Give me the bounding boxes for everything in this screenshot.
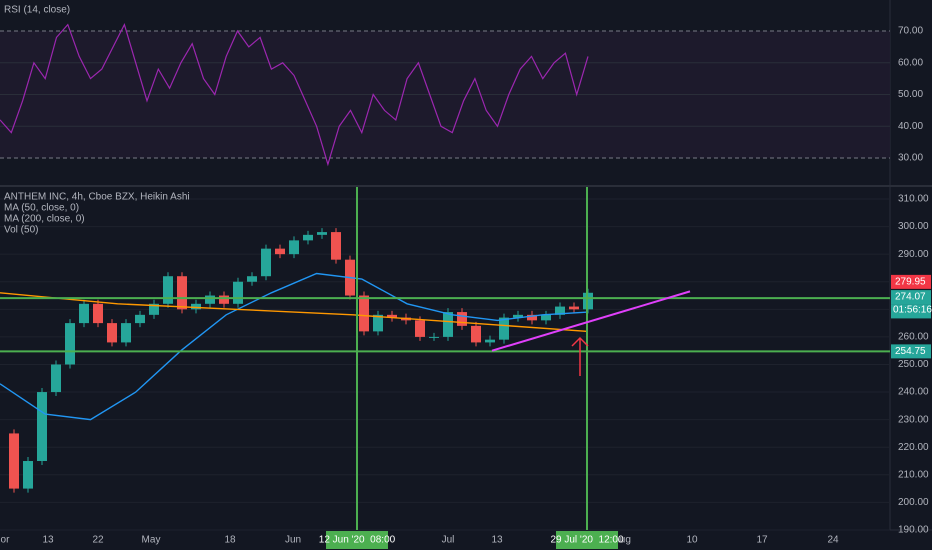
candle	[317, 232, 327, 235]
x-tick-label: Jun	[285, 535, 301, 546]
x-tick-label: 13	[491, 535, 503, 546]
candle	[37, 392, 47, 462]
countdown: 01:56:16	[893, 305, 932, 316]
trendline	[491, 290, 691, 352]
candle	[387, 314, 397, 318]
y-tick-label: 260.00	[898, 332, 929, 343]
y-tick-label: 220.00	[898, 442, 929, 453]
y-tick-label: 290.00	[898, 249, 929, 260]
cursor-label: 29 Jul '20 12:00	[550, 535, 624, 546]
y-tick-label: 210.00	[898, 469, 929, 480]
x-tick-label: 24	[827, 535, 839, 546]
x-tick-label: Aug	[613, 535, 631, 546]
price-tag-label: 274.07	[895, 292, 926, 303]
candle	[93, 303, 103, 324]
price-tag	[891, 290, 931, 305]
x-tick-label: 18	[224, 535, 236, 546]
rsi-legend: RSI (14, close)	[4, 5, 70, 16]
price-legend: MA (50, close, 0)	[4, 203, 79, 214]
candle	[163, 276, 173, 304]
price-tag-label: 254.75	[895, 346, 926, 357]
x-tick-label: 10	[686, 535, 698, 546]
ma50-line	[0, 272, 589, 421]
y-tick-label: 310.00	[898, 194, 929, 205]
candle	[527, 314, 537, 321]
candle	[233, 281, 243, 304]
candle	[121, 323, 131, 343]
candle	[9, 433, 19, 489]
y-tick-label: 240.00	[898, 387, 929, 398]
x-tick-label: Jul	[442, 535, 455, 546]
arrow-head	[571, 336, 589, 347]
candle	[107, 323, 117, 343]
countdown-bg	[891, 304, 931, 317]
x-tick-label: or	[1, 535, 11, 546]
y-tick-label: 50.00	[898, 89, 923, 100]
y-tick-label: 200.00	[898, 497, 929, 508]
candle	[513, 314, 523, 318]
y-tick-label: 30.00	[898, 153, 923, 164]
ma200-line	[0, 292, 589, 333]
x-tick-label: 13	[42, 535, 54, 546]
candle	[555, 306, 565, 315]
price-tag-label: 279.95	[895, 277, 926, 288]
candle	[51, 364, 61, 393]
price-legend: ANTHEM INC, 4h, Cboe BZX, Heikin Ashi	[4, 192, 190, 203]
price-tag	[891, 344, 931, 359]
candle	[261, 248, 271, 277]
price-tag	[891, 274, 931, 289]
x-tick-label: 17	[756, 535, 768, 546]
x-tick-label: 22	[92, 535, 104, 546]
y-tick-label: 250.00	[898, 359, 929, 370]
cursor-label-bg	[326, 531, 388, 549]
candle	[541, 314, 551, 321]
y-tick-label: 70.00	[898, 26, 923, 37]
candle	[303, 234, 313, 241]
candle	[373, 314, 383, 332]
candle	[177, 276, 187, 310]
candle	[569, 306, 579, 310]
candle	[457, 312, 467, 326]
candle	[443, 312, 453, 337]
y-tick-label: 190.00	[898, 525, 929, 536]
candle	[471, 325, 481, 343]
x-tick-label: May	[142, 535, 161, 546]
candle	[219, 295, 229, 304]
candle	[65, 323, 75, 365]
candle	[499, 317, 509, 340]
candle	[191, 303, 201, 310]
candle	[359, 295, 369, 332]
candle	[429, 336, 439, 338]
price-legend: Vol (50)	[4, 225, 38, 236]
price-legend: MA (200, close, 0)	[4, 214, 85, 225]
rsi-line	[0, 22, 589, 167]
candle	[135, 314, 145, 324]
candle	[205, 295, 215, 304]
y-tick-label: 300.00	[898, 221, 929, 232]
candle	[289, 240, 299, 255]
candle	[415, 320, 425, 337]
candle	[79, 303, 89, 324]
y-tick-label: 40.00	[898, 121, 923, 132]
candle	[23, 461, 33, 489]
y-tick-label: 60.00	[898, 57, 923, 68]
y-tick-label: 230.00	[898, 414, 929, 425]
candle	[247, 276, 257, 282]
cursor-label: 12 Jun '20 08:00	[319, 535, 396, 546]
cursor-label-bg	[556, 531, 618, 549]
candle	[149, 303, 159, 315]
candle	[331, 232, 341, 260]
candle	[485, 339, 495, 343]
candle	[275, 248, 285, 255]
